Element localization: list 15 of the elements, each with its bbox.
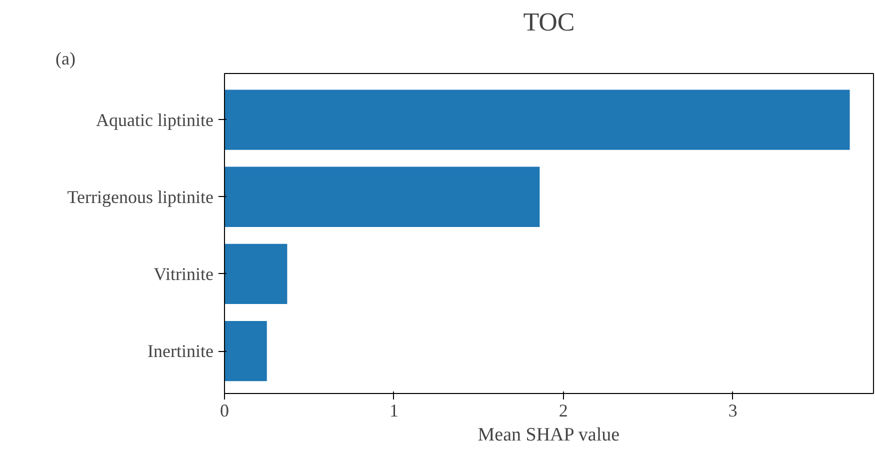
bar: [224, 90, 850, 150]
x-tick-label: 3: [728, 400, 738, 420]
bar: [224, 166, 540, 227]
bar: [224, 321, 267, 382]
x-axis-title: Mean SHAP value: [478, 424, 620, 446]
x-tick-label: 2: [558, 400, 568, 420]
y-tick-label: Inertinite: [148, 341, 214, 362]
text: (a): [56, 48, 76, 68]
x-tick-label: 1: [389, 400, 398, 420]
bar: [224, 244, 288, 304]
y-tick-label: Vitrinite: [154, 264, 214, 284]
y-tick-label: Terrigenous liptinite: [67, 186, 214, 207]
y-tick-label: Aquatic liptinite: [96, 110, 214, 130]
x-tick-label: 0: [220, 400, 229, 420]
chart-title: TOC: [523, 8, 575, 36]
